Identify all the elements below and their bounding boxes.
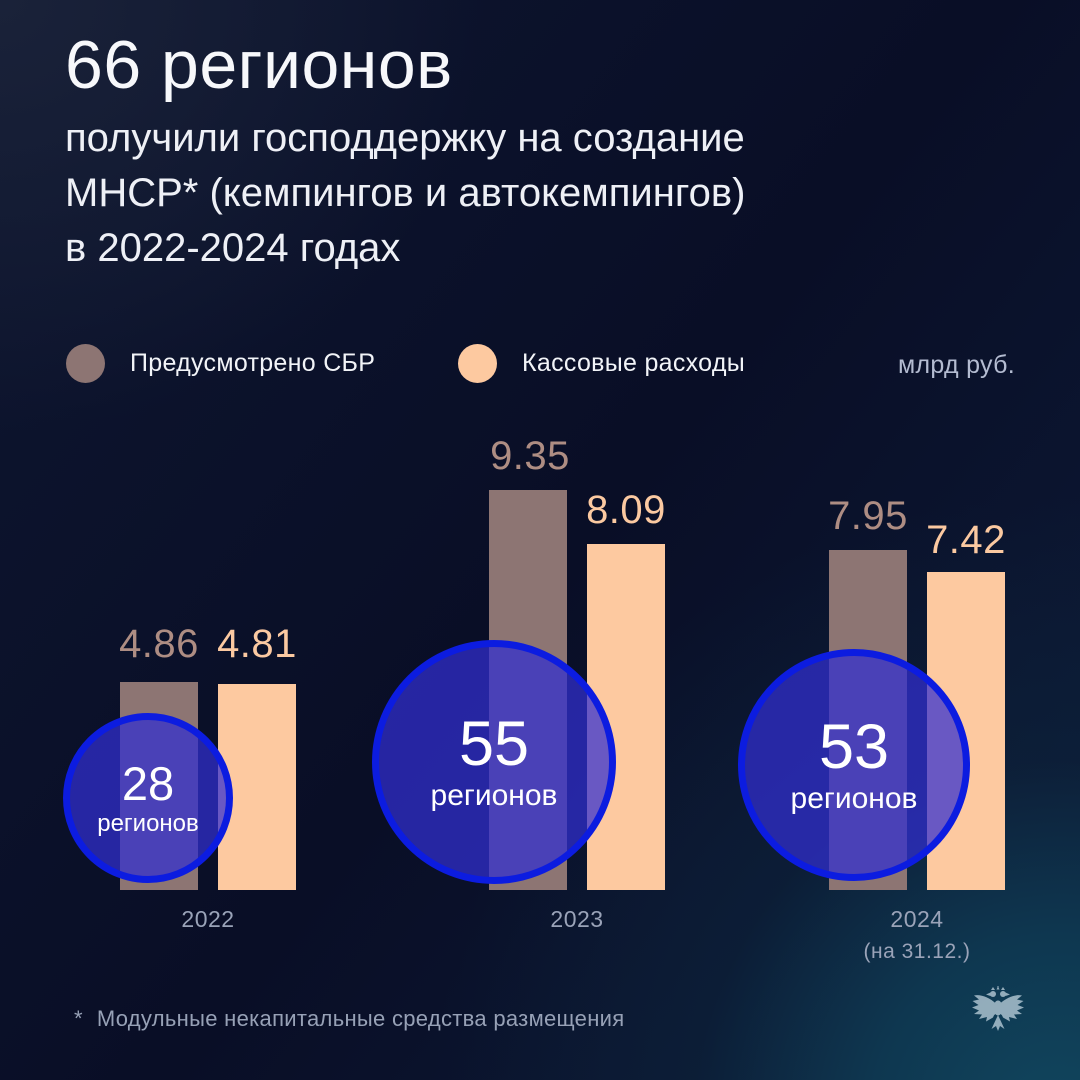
subtitle-line-1: получили господдержку на создание bbox=[65, 116, 745, 160]
page-title: 66 регионов bbox=[65, 27, 453, 103]
footnote-text: Модульные некапитальные средства размеще… bbox=[96, 1006, 625, 1031]
x-label-2023: 2023 bbox=[467, 906, 687, 933]
region-count-2022: 28 bbox=[121, 757, 175, 810]
subtitle-line-2: МНСР* (кемпингов и автокемпингов) bbox=[65, 171, 746, 215]
region-circle-2024: 53 регионов bbox=[738, 649, 970, 881]
value-label-sbr-2024: 7.95 bbox=[828, 494, 908, 538]
region-word-2022: регионов bbox=[97, 810, 199, 837]
footnote-asterisk: * bbox=[74, 1006, 83, 1031]
legend-dot-sbr bbox=[66, 344, 105, 383]
x-label-2023-year: 2023 bbox=[550, 906, 604, 932]
legend-dot-cash bbox=[458, 344, 497, 383]
region-circle-2023: 55 регионов bbox=[372, 640, 616, 884]
x-label-2022-year: 2022 bbox=[181, 906, 235, 932]
value-label-cash-2023: 8.09 bbox=[586, 488, 666, 532]
region-count-2024: 53 bbox=[818, 712, 890, 782]
legend-item-sbr: Предусмотрено СБР bbox=[66, 344, 375, 383]
x-label-2024: 2024 (на 31.12.) bbox=[807, 906, 1027, 964]
region-count-2023: 55 bbox=[458, 709, 530, 779]
value-label-sbr-2023: 9.35 bbox=[490, 434, 570, 478]
value-label-sbr-2022: 4.86 bbox=[119, 622, 199, 666]
x-label-2024-note: (на 31.12.) bbox=[863, 940, 971, 963]
region-word-2024: регионов bbox=[790, 782, 918, 815]
x-label-2022: 2022 bbox=[98, 906, 318, 933]
subtitle-line-3: в 2022-2024 годах bbox=[65, 226, 401, 270]
legend-item-cash: Кассовые расходы bbox=[458, 344, 745, 383]
double-headed-eagle-icon bbox=[972, 986, 1024, 1031]
x-label-2024-year: 2024 bbox=[890, 906, 944, 932]
value-label-cash-2024: 7.42 bbox=[926, 518, 1006, 562]
value-label-cash-2022: 4.81 bbox=[217, 622, 297, 666]
region-word-2023: регионов bbox=[430, 779, 558, 812]
legend-label-sbr: Предусмотрено СБР bbox=[130, 349, 376, 377]
units-label: млрд руб. bbox=[897, 351, 1015, 379]
footnote: * Модульные некапитальные средства разме… bbox=[74, 1006, 624, 1032]
chart-legend: Предусмотрено СБР Кассовые расходы млрд … bbox=[0, 344, 1080, 386]
page-subtitle: получили господдержку на создание МНСР* … bbox=[65, 111, 745, 276]
title-block: 66 регионов получили господдержку на соз… bbox=[65, 30, 745, 276]
legend-label-cash: Кассовые расходы bbox=[522, 349, 745, 377]
region-circle-2022: 28 регионов bbox=[63, 713, 233, 883]
